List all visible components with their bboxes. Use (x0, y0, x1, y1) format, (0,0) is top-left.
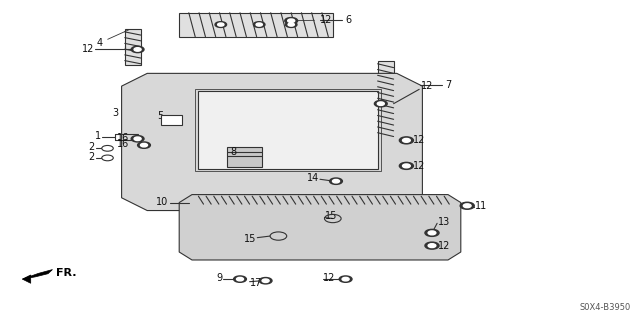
Circle shape (262, 279, 269, 283)
Circle shape (141, 144, 148, 147)
Bar (198, 91, 378, 169)
Circle shape (403, 164, 410, 168)
Text: 12: 12 (413, 161, 425, 171)
Circle shape (378, 102, 384, 105)
Text: 14: 14 (307, 173, 319, 183)
Polygon shape (179, 195, 461, 260)
Circle shape (428, 231, 436, 235)
Text: 2: 2 (88, 152, 95, 162)
Polygon shape (22, 275, 31, 283)
Text: 12: 12 (438, 241, 451, 251)
Circle shape (428, 244, 436, 248)
Circle shape (339, 276, 352, 282)
Circle shape (342, 277, 349, 281)
Circle shape (234, 276, 246, 282)
Circle shape (131, 136, 144, 142)
Circle shape (237, 277, 244, 281)
Text: 16: 16 (117, 133, 129, 143)
Text: 12: 12 (413, 135, 425, 145)
Circle shape (425, 242, 439, 249)
Circle shape (134, 48, 141, 51)
Polygon shape (125, 29, 141, 65)
Text: 12: 12 (294, 15, 332, 25)
Text: 12: 12 (323, 273, 335, 283)
Text: 12: 12 (420, 81, 433, 91)
Circle shape (374, 100, 387, 107)
Bar (195, 89, 381, 171)
Circle shape (285, 18, 298, 24)
Circle shape (399, 162, 413, 169)
Circle shape (460, 202, 474, 209)
Text: 17: 17 (250, 278, 262, 288)
Circle shape (333, 179, 339, 183)
Bar (227, 147, 262, 167)
Text: 4: 4 (96, 30, 129, 48)
Text: S0X4-B3950: S0X4-B3950 (579, 303, 630, 312)
Polygon shape (378, 61, 394, 134)
Circle shape (288, 19, 294, 22)
Circle shape (285, 22, 297, 27)
Circle shape (256, 23, 262, 26)
Text: 6: 6 (346, 15, 352, 25)
Bar (161, 115, 182, 125)
Circle shape (463, 204, 471, 208)
Circle shape (425, 229, 439, 236)
Text: 13: 13 (438, 217, 451, 227)
Text: 12: 12 (83, 44, 95, 55)
Circle shape (134, 137, 141, 141)
Circle shape (138, 142, 150, 148)
Text: FR.: FR. (56, 268, 77, 278)
Text: 16: 16 (117, 139, 129, 149)
Text: 3: 3 (112, 108, 118, 118)
Circle shape (288, 23, 294, 26)
Text: 9: 9 (216, 273, 222, 284)
Text: 1: 1 (95, 130, 101, 141)
Text: 5: 5 (157, 111, 163, 122)
Circle shape (218, 23, 224, 26)
Circle shape (253, 22, 265, 27)
Polygon shape (22, 270, 52, 279)
Circle shape (259, 278, 272, 284)
Text: 15: 15 (325, 211, 337, 221)
Polygon shape (122, 73, 422, 211)
Circle shape (215, 22, 227, 27)
Polygon shape (179, 13, 333, 37)
Text: 10: 10 (156, 197, 168, 207)
Text: 7: 7 (445, 79, 451, 90)
Text: 15: 15 (244, 234, 256, 244)
Text: 11: 11 (475, 201, 487, 211)
Circle shape (330, 178, 342, 184)
Circle shape (403, 138, 410, 142)
Circle shape (399, 137, 413, 144)
Text: 2: 2 (88, 142, 95, 152)
Text: 8: 8 (230, 147, 237, 158)
Circle shape (131, 46, 144, 53)
